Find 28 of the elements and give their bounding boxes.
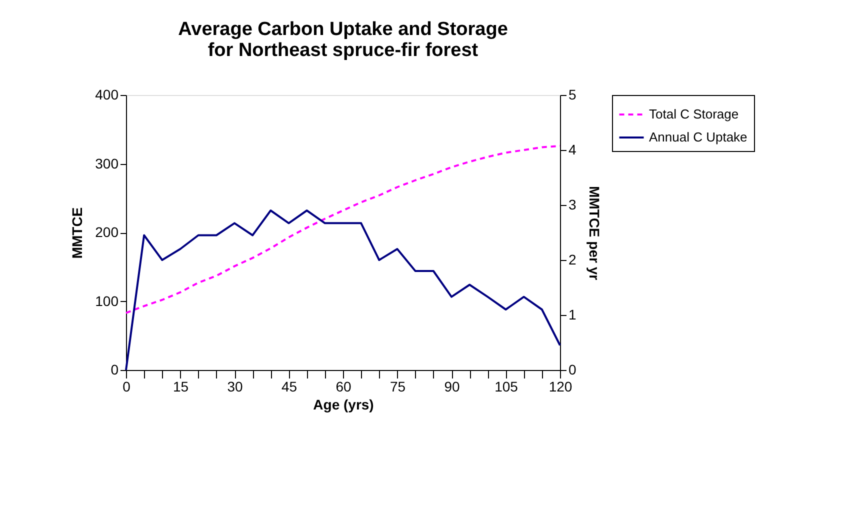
y2-tick-label: 5 bbox=[568, 86, 576, 102]
x-tick-label: 105 bbox=[494, 378, 518, 394]
x-tick-label: 45 bbox=[281, 378, 298, 394]
y-axis-title: MMTCE bbox=[69, 207, 86, 259]
x-tick-label: 90 bbox=[444, 378, 460, 394]
y2-tick-label: 3 bbox=[568, 196, 576, 212]
x-tick-label: 60 bbox=[336, 378, 352, 394]
x-tick-label: 75 bbox=[390, 378, 406, 394]
y2-tick-label: 0 bbox=[568, 362, 576, 378]
x-tick-label: 30 bbox=[227, 378, 243, 394]
x-tick-label: 120 bbox=[548, 378, 572, 394]
y2-tick-label: 4 bbox=[568, 142, 576, 158]
legend-label: Annual C Uptake bbox=[649, 130, 748, 144]
y-tick-label: 300 bbox=[95, 155, 119, 172]
legend-label: Total C Storage bbox=[649, 106, 739, 122]
y-tick-label: 200 bbox=[95, 224, 119, 240]
y2-axis-title: MMTCE per yr bbox=[586, 186, 602, 281]
text: Average Carbon Uptake and Storage bbox=[178, 19, 508, 40]
x-tick-label: 0 bbox=[122, 378, 131, 394]
x-axis-title: Age (yrs) bbox=[313, 396, 374, 412]
y2-tick-label: 2 bbox=[568, 252, 576, 268]
text: for Northeast spruce-fir forest bbox=[208, 40, 478, 61]
y2-tick-label: 1 bbox=[568, 306, 576, 322]
y-tick-label: 100 bbox=[95, 292, 119, 309]
y-tick-label: 0 bbox=[110, 362, 119, 378]
y-tick-label: 400 bbox=[95, 86, 119, 102]
x-tick-label: 15 bbox=[172, 378, 189, 394]
line-series bbox=[125, 144, 561, 314]
